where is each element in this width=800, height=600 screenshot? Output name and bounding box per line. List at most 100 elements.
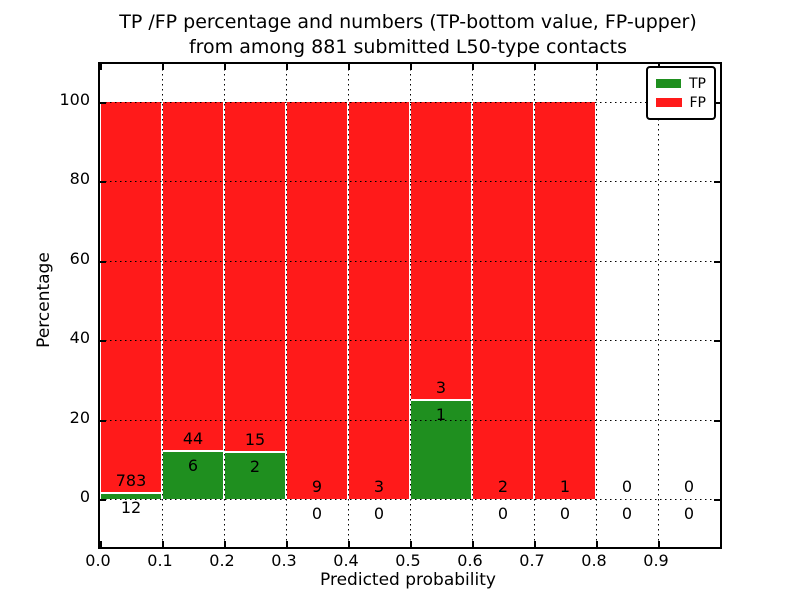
y-tick-label: 0 xyxy=(79,487,90,506)
y-tick-mark xyxy=(714,419,720,422)
vertical-gridline xyxy=(596,64,597,547)
fp-count-label: 15 xyxy=(244,430,266,450)
x-tick-mark xyxy=(410,541,412,547)
y-tick-mark xyxy=(100,340,106,343)
legend-label-fp: FP xyxy=(689,94,707,111)
x-tick-mark xyxy=(224,64,226,70)
vertical-gridline xyxy=(224,64,225,547)
y-tick-label: 20 xyxy=(69,407,90,427)
y-tick-mark xyxy=(714,260,720,263)
bar-segment-fp xyxy=(163,102,223,451)
x-tick-mark xyxy=(286,541,288,547)
x-tick-mark xyxy=(348,541,350,547)
bar-segment-tp xyxy=(225,453,285,499)
tp-count-label: 0 xyxy=(497,504,509,523)
y-tick-label: 60 xyxy=(69,248,90,268)
y-tick-mark xyxy=(714,181,720,184)
bar-segment-tp xyxy=(163,452,223,499)
x-tick-mark xyxy=(410,64,412,70)
horizontal-gridline xyxy=(100,260,720,262)
y-tick-mark xyxy=(714,499,720,501)
y-tick-mark xyxy=(100,102,106,104)
horizontal-gridline xyxy=(100,499,720,500)
bar-segment-fp xyxy=(101,102,161,492)
x-tick-mark xyxy=(472,64,474,70)
vertical-gridline xyxy=(410,64,411,547)
bars-layer xyxy=(100,64,720,547)
fp-count-label: 0 xyxy=(621,477,633,496)
vertical-gridline xyxy=(348,64,349,547)
x-axis-label: Predicted probability xyxy=(320,570,496,590)
x-tick-mark xyxy=(534,64,536,70)
fp-count-label: 44 xyxy=(182,429,204,449)
bar-segment-fp xyxy=(349,102,409,499)
x-tick-mark xyxy=(162,541,164,547)
plot-area: 783 12 44 6 15 2 9 0 3 0 3 1 2 0 1 0 0 0 0 0 TP FP xyxy=(98,62,722,549)
vertical-gridline xyxy=(472,64,473,547)
fp-count-label: 3 xyxy=(435,377,447,397)
y-tick-mark xyxy=(714,340,720,343)
tp-count-label: 12 xyxy=(120,498,142,517)
x-tick-mark xyxy=(162,64,164,70)
x-tick-label: 0.8 xyxy=(581,551,607,570)
horizontal-gridline xyxy=(100,181,720,183)
x-tick-label: 0.6 xyxy=(457,551,483,570)
horizontal-gridline xyxy=(100,102,720,103)
x-tick-label: 0.2 xyxy=(209,551,235,570)
bar-segment-fp xyxy=(473,102,533,499)
chart-title-line2: from among 881 submitted L50-type contac… xyxy=(188,36,628,58)
x-tick-label: 0.3 xyxy=(271,551,297,570)
x-tick-mark xyxy=(534,541,536,547)
y-tick-label: 80 xyxy=(69,169,90,189)
fp-count-label: 1 xyxy=(559,477,571,496)
y-tick-label: 40 xyxy=(69,328,90,348)
y-tick-mark xyxy=(714,102,720,104)
y-tick-mark xyxy=(100,419,106,422)
fp-count-label: 2 xyxy=(497,477,509,496)
x-tick-label: 0.7 xyxy=(519,551,545,570)
bar-segment-tp xyxy=(101,494,161,499)
tp-count-label: 0 xyxy=(621,504,633,523)
bar-segment-fp xyxy=(411,102,471,399)
x-tick-mark xyxy=(224,541,226,547)
vertical-gridline xyxy=(162,64,163,547)
vertical-gridline xyxy=(534,64,535,547)
tp-count-label: 6 xyxy=(187,456,199,476)
annotations-layer: 783 12 44 6 15 2 9 0 3 0 3 1 2 0 1 0 0 0 0 0 xyxy=(100,64,720,547)
fp-count-label: 3 xyxy=(373,477,385,496)
bar-segment-fp xyxy=(287,102,347,499)
x-tick-mark xyxy=(100,541,102,547)
x-tick-label: 0.9 xyxy=(643,551,669,570)
fp-count-label: 9 xyxy=(311,477,323,496)
y-tick-mark xyxy=(100,181,106,184)
vertical-gridline xyxy=(658,64,659,547)
x-tick-label: 0.5 xyxy=(395,551,421,570)
legend: TP FP xyxy=(646,66,716,120)
horizontal-gridline xyxy=(100,340,720,342)
legend-item-fp: FP xyxy=(656,93,706,112)
x-tick-label: 0.4 xyxy=(333,551,359,570)
y-tick-mark xyxy=(100,260,106,263)
grid-layer xyxy=(100,64,720,547)
tp-count-label: 2 xyxy=(249,457,261,477)
tp-count-label: 0 xyxy=(373,504,385,523)
x-tick-mark xyxy=(286,64,288,70)
x-tick-mark xyxy=(596,541,598,547)
chart-title: TP /FP percentage and numbers (TP-bottom… xyxy=(98,10,718,60)
x-tick-mark xyxy=(596,64,598,70)
x-tick-mark xyxy=(658,541,660,547)
x-tick-mark xyxy=(472,541,474,547)
legend-label-tp: TP xyxy=(689,75,706,92)
horizontal-gridline xyxy=(100,419,720,421)
fp-count-label: 783 xyxy=(115,471,147,490)
bar-segment-tp xyxy=(411,400,471,499)
bar-segment-fp xyxy=(535,102,595,499)
x-tick-mark xyxy=(348,64,350,70)
y-tick-label: 100 xyxy=(59,90,90,109)
tp-count-label: 0 xyxy=(311,504,323,523)
tp-swatch-icon xyxy=(656,79,681,88)
y-tick-mark xyxy=(100,499,106,501)
tp-count-label: 1 xyxy=(435,404,447,424)
vertical-gridline xyxy=(286,64,287,547)
